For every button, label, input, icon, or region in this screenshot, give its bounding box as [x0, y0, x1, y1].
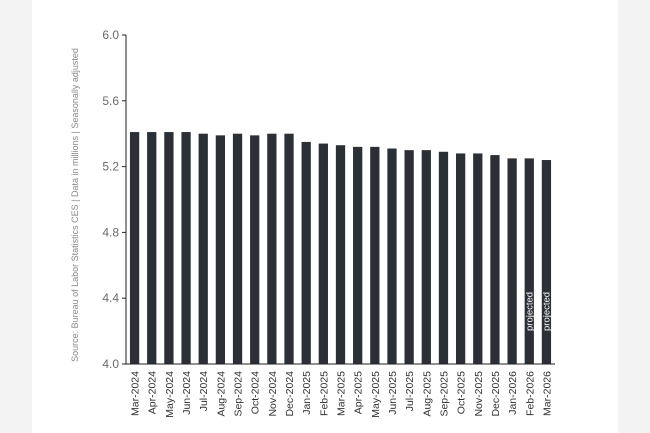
y-tick-label: 6.0 — [102, 28, 119, 42]
x-tick-label: Apr-2025 — [353, 371, 365, 414]
source-note: Source: Bureau of Labor Statistics CES |… — [70, 48, 80, 362]
x-tick-label: Nov-2024 — [267, 371, 279, 417]
x-tick-label: Jun-2024 — [181, 371, 193, 415]
bar — [455, 153, 466, 364]
x-tick-label: Feb-2025 — [318, 371, 330, 416]
bar — [524, 158, 534, 365]
bar — [421, 150, 431, 364]
bar — [181, 132, 191, 364]
bar — [198, 133, 208, 364]
x-tick-label: Dec-2024 — [284, 371, 296, 417]
y-tick-label: 5.6 — [102, 94, 119, 108]
x-tick-label: May-2024 — [164, 371, 176, 418]
x-tick-label: Jun-2025 — [387, 371, 399, 415]
bar — [335, 145, 346, 364]
x-tick-label: Feb-2026 — [524, 371, 536, 416]
bar — [473, 153, 483, 364]
bar — [267, 133, 277, 364]
x-tick-label: Oct-2025 — [456, 371, 468, 414]
bar — [215, 135, 226, 364]
bar — [147, 132, 157, 364]
x-tick-label: Jan-2025 — [301, 371, 313, 415]
x-tick-label: Jan-2026 — [507, 371, 519, 415]
bar — [387, 148, 397, 364]
y-axis: 4.0 4.4 4.8 5.2 5.6 6.0 — [102, 28, 127, 371]
bar — [404, 150, 414, 364]
x-tick-label: Mar-2025 — [336, 371, 348, 416]
x-tick-label: Apr-2024 — [147, 371, 159, 414]
bar — [164, 132, 174, 364]
bar — [490, 155, 500, 364]
bar — [301, 141, 311, 364]
x-tick-label: Mar-2024 — [130, 371, 142, 416]
bar — [318, 143, 328, 364]
x-tick-label: Dec-2025 — [490, 371, 502, 417]
bar — [438, 151, 449, 364]
y-tick-label: 4.4 — [102, 291, 119, 305]
x-axis: Mar-2024 Apr-2024 May-2024 Jun-2024 Jul-2024… — [126, 363, 555, 418]
bar — [541, 160, 552, 364]
y-tick-label: 5.2 — [102, 160, 119, 174]
bar — [284, 133, 294, 364]
x-tick-label: Aug-2025 — [421, 371, 433, 417]
annotations: projected projected — [524, 292, 552, 331]
projected-label: projected — [541, 292, 552, 331]
bars — [129, 132, 552, 365]
y-tick-label: 4.8 — [102, 225, 119, 239]
y-tick-label: 4.0 — [102, 357, 119, 371]
bar — [250, 135, 260, 364]
bar — [507, 158, 517, 365]
x-tick-label: Nov-2025 — [473, 371, 485, 417]
bar — [129, 132, 140, 364]
bar — [232, 133, 243, 364]
x-tick-label: Aug-2024 — [215, 371, 227, 417]
projected-label: projected — [524, 292, 535, 331]
bar — [370, 146, 380, 364]
x-tick-label: Mar-2026 — [541, 371, 553, 416]
x-tick-label: Jul-2025 — [404, 371, 416, 411]
x-tick-label: Oct-2024 — [250, 371, 262, 414]
x-tick-label: Sep-2024 — [233, 371, 245, 417]
x-tick-label: May-2025 — [370, 371, 382, 418]
x-tick-label: Sep-2025 — [439, 371, 451, 417]
bar — [353, 146, 363, 364]
x-tick-label: Jul-2024 — [198, 371, 210, 411]
